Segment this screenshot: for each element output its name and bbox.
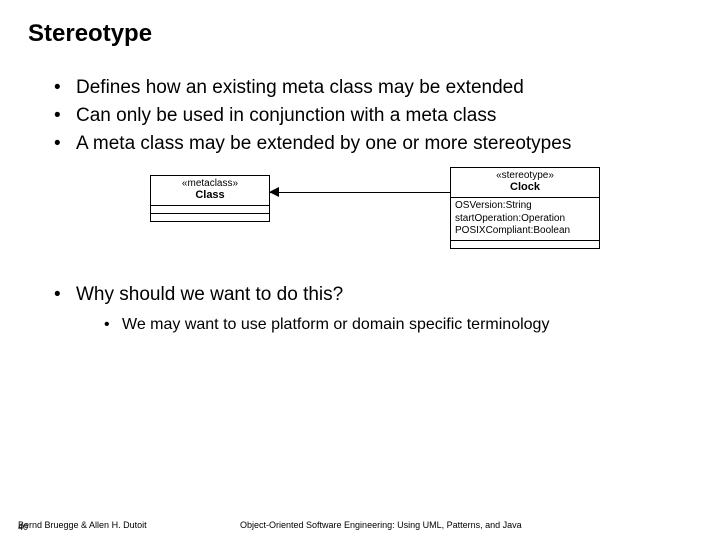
- bullet-text: Why should we want to do this?: [76, 284, 343, 305]
- bullet-list: Why should we want to do this? We may wa…: [28, 283, 692, 335]
- arrow-head-icon: [269, 187, 279, 197]
- uml-class-stereotype: «stereotype» Clock OSVersion:String star…: [450, 167, 600, 249]
- bullet-item: A meta class may be extended by one or m…: [54, 132, 692, 156]
- uml-class-name: Clock: [451, 181, 599, 197]
- slide: Stereotype Defines how an existing meta …: [0, 0, 720, 540]
- uml-attributes: OSVersion:String startOperation:Operatio…: [451, 197, 599, 240]
- bullet-list: Defines how an existing meta class may b…: [28, 76, 692, 155]
- uml-compartment: [451, 240, 599, 248]
- sub-bullet-list: We may want to use platform or domain sp…: [76, 315, 692, 335]
- uml-diagram: «metaclass» Class «stereotype» Clock OSV…: [28, 167, 692, 265]
- uml-compartment: [151, 213, 269, 221]
- uml-stereotype-label: «stereotype»: [451, 168, 599, 181]
- uml-class-metaclass: «metaclass» Class: [150, 175, 270, 222]
- uml-compartment: [151, 205, 269, 213]
- uml-attribute: startOperation:Operation: [455, 213, 595, 226]
- bullet-item: Why should we want to do this? We may wa…: [54, 283, 692, 335]
- footer-page-number: 40: [18, 522, 28, 532]
- bullet-item: Defines how an existing meta class may b…: [54, 76, 692, 100]
- slide-title: Stereotype: [28, 20, 692, 48]
- sub-bullet-item: We may want to use platform or domain sp…: [104, 315, 692, 335]
- footer-author: Bernd Bruegge & Allen H. Dutoit 40: [0, 520, 230, 530]
- uml-attribute: POSIXCompliant:Boolean: [455, 225, 595, 238]
- uml-class-name: Class: [151, 189, 269, 205]
- uml-stereotype-label: «metaclass»: [151, 176, 269, 189]
- slide-footer: Bernd Bruegge & Allen H. Dutoit 40 Objec…: [0, 520, 720, 530]
- bullet-item: Can only be used in conjunction with a m…: [54, 104, 692, 128]
- footer-author-text: Bernd Bruegge & Allen H. Dutoit: [18, 520, 147, 530]
- uml-attribute: OSVersion:String: [455, 200, 595, 213]
- footer-book-title: Object-Oriented Software Engineering: Us…: [230, 520, 720, 530]
- arrow-line: [270, 192, 450, 193]
